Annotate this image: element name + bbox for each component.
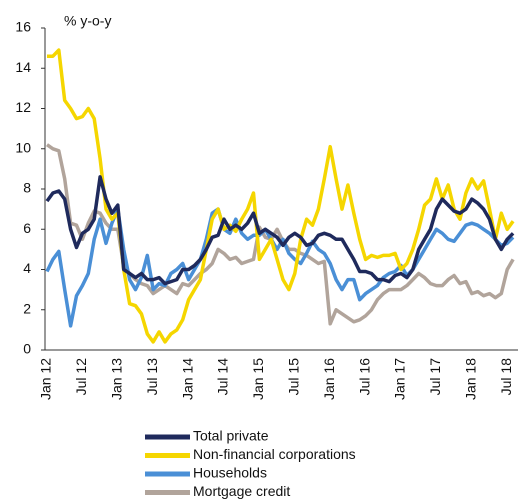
x-tick-label: Jul 17 bbox=[427, 358, 443, 396]
y-tick-label: 2 bbox=[23, 300, 31, 316]
x-tick-label: Jul 15 bbox=[286, 358, 302, 396]
x-tick-label: Jul 13 bbox=[144, 358, 160, 396]
y-axis-label: % y-o-y bbox=[64, 13, 111, 29]
y-tick-label: 8 bbox=[23, 180, 31, 196]
series-line bbox=[47, 48, 515, 344]
y-tick-label: 10 bbox=[15, 139, 31, 155]
y-tick-label: 4 bbox=[23, 260, 31, 276]
y-tick-label: 6 bbox=[23, 220, 31, 236]
x-tick-label: Jan 18 bbox=[463, 358, 479, 400]
x-tick-label: Jul 14 bbox=[215, 358, 231, 396]
x-tick-label: Jan 12 bbox=[38, 358, 54, 400]
series-line bbox=[45, 175, 515, 286]
legend-label: Households bbox=[193, 465, 267, 481]
legend-label: Non-financial corporations bbox=[193, 446, 356, 462]
x-tick-label: Jan 17 bbox=[392, 358, 408, 400]
y-tick-label: 16 bbox=[15, 19, 31, 35]
x-tick-label: Jul 18 bbox=[498, 358, 514, 396]
x-tick-label: Jan 16 bbox=[321, 358, 337, 400]
x-tick-label: Jan 14 bbox=[179, 358, 195, 400]
y-tick-label: 14 bbox=[15, 59, 31, 75]
y-tick-label: 12 bbox=[15, 99, 31, 115]
legend-label: Mortgage credit bbox=[193, 483, 290, 499]
legend-label: Total private bbox=[193, 428, 269, 444]
x-tick-label: Jul 12 bbox=[73, 358, 89, 396]
series-line bbox=[45, 207, 515, 328]
x-tick-label: Jan 13 bbox=[109, 358, 125, 400]
x-tick-label: Jul 16 bbox=[356, 358, 372, 396]
y-tick-label: 0 bbox=[23, 341, 31, 357]
x-tick-label: Jan 15 bbox=[250, 358, 266, 400]
